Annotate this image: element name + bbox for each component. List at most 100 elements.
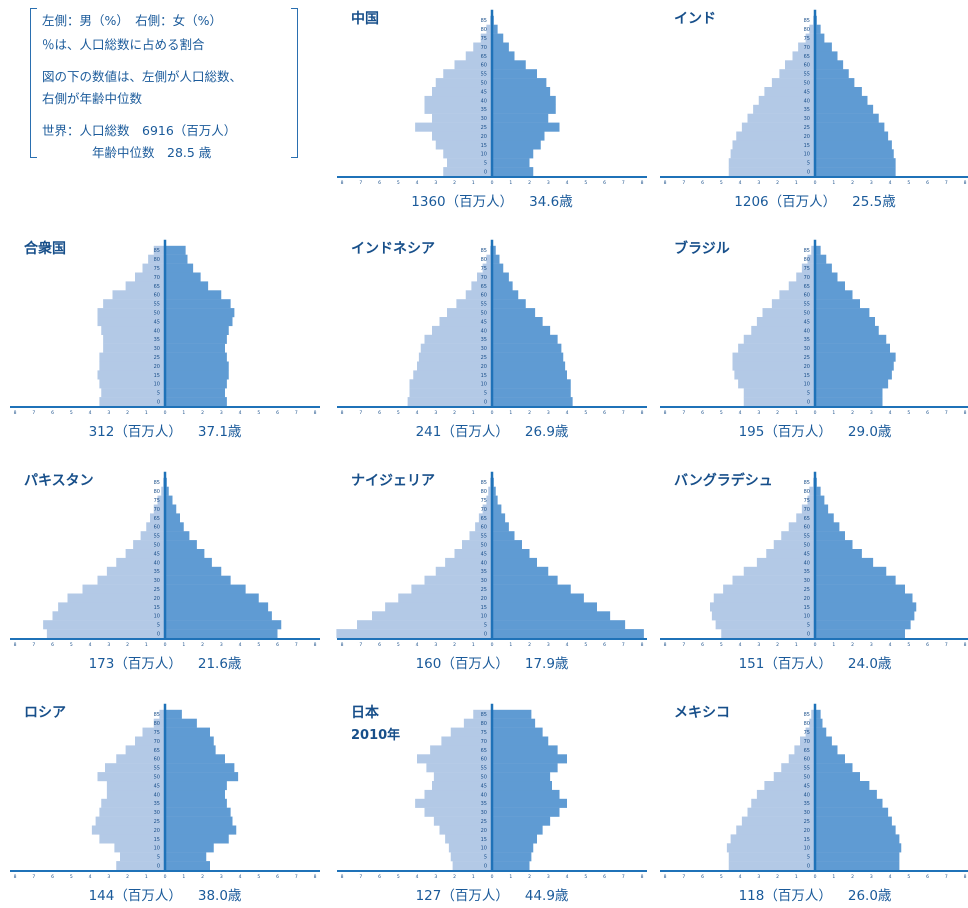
age-label: 80 xyxy=(804,489,810,495)
male-bar xyxy=(758,95,815,105)
female-bar xyxy=(492,122,560,132)
female-bar xyxy=(492,78,547,88)
female-bar xyxy=(492,24,498,34)
age-label: 65 xyxy=(804,54,810,60)
male-bar xyxy=(105,763,165,773)
age-label: 60 xyxy=(481,525,487,531)
age-label: 30 xyxy=(154,346,160,352)
male-bar xyxy=(475,522,492,532)
male-bar xyxy=(779,290,815,300)
x-tick-label: 3 xyxy=(434,874,437,880)
male-bar xyxy=(417,361,492,371)
male-bar xyxy=(67,593,165,603)
female-bar xyxy=(815,87,862,97)
population-total: 173（百万人） xyxy=(88,656,182,672)
age-label: 0 xyxy=(807,400,810,406)
x-tick-label: 3 xyxy=(870,874,873,880)
female-bar xyxy=(165,745,216,755)
male-bar xyxy=(743,397,815,407)
female-bar xyxy=(815,602,917,612)
female-bar xyxy=(492,334,558,344)
age-label: 30 xyxy=(481,578,487,584)
x-tick-label: 4 xyxy=(889,180,892,186)
x-tick-label: 2 xyxy=(528,410,531,416)
male-bar xyxy=(142,727,165,737)
age-label: 15 xyxy=(481,837,487,843)
x-tick-label: 8 xyxy=(14,642,17,648)
male-bar xyxy=(415,122,492,132)
x-tick-label: 8 xyxy=(314,410,317,416)
female-bar xyxy=(815,620,911,630)
male-bar xyxy=(465,51,492,61)
male-bar xyxy=(120,852,165,862)
male-bar xyxy=(407,397,492,407)
population-total: 1360（百万人） xyxy=(411,194,514,210)
female-bar xyxy=(815,42,832,52)
x-tick-label: 5 xyxy=(720,410,723,416)
female-bar xyxy=(815,122,885,132)
age-label: 45 xyxy=(804,783,810,789)
x-tick-label: 8 xyxy=(341,642,344,648)
female-bar xyxy=(165,325,229,335)
male-bar xyxy=(125,549,165,559)
x-tick-label: 0 xyxy=(814,410,817,416)
x-tick-label: 3 xyxy=(107,642,110,648)
age-label: 10 xyxy=(154,614,160,620)
age-label: 40 xyxy=(481,560,487,566)
male-bar xyxy=(103,299,165,309)
male-bar xyxy=(97,308,165,318)
female-bar xyxy=(815,245,821,255)
male-bar xyxy=(732,361,815,371)
male-bar xyxy=(157,495,165,505)
male-bar xyxy=(443,69,492,79)
female-bar xyxy=(492,709,532,719)
pyramid-panel: インドネシア 0 5 10 15 20 25 30 35 40 45 50 55 60 65 70 75 80 85… xyxy=(337,230,647,442)
female-bar xyxy=(492,95,556,105)
female-bar xyxy=(492,33,504,43)
age-label: 40 xyxy=(154,792,160,798)
x-tick-label: 1 xyxy=(795,874,798,880)
x-tick-label: 7 xyxy=(32,874,35,880)
male-bar xyxy=(106,566,165,576)
age-label: 55 xyxy=(154,766,160,772)
x-tick-label: 1 xyxy=(182,874,185,880)
x-tick-label: 5 xyxy=(584,180,587,186)
age-label: 75 xyxy=(154,730,160,736)
female-bar xyxy=(165,317,233,327)
x-tick-label: 7 xyxy=(945,874,948,880)
female-bar xyxy=(165,593,259,603)
age-label: 80 xyxy=(481,721,487,727)
female-bar xyxy=(815,772,860,782)
x-tick-label: 4 xyxy=(566,874,569,880)
x-tick-label: 7 xyxy=(682,874,685,880)
age-label: 25 xyxy=(154,819,160,825)
x-tick-label: 2 xyxy=(453,410,456,416)
male-bar xyxy=(445,834,492,844)
male-bar xyxy=(743,334,815,344)
female-bar xyxy=(492,379,571,389)
age-label: 70 xyxy=(154,275,160,281)
male-bar xyxy=(116,754,165,764)
x-tick-label: 4 xyxy=(566,642,569,648)
age-label: 5 xyxy=(484,855,487,861)
male-bar xyxy=(443,149,492,159)
x-tick-label: 1 xyxy=(145,410,148,416)
panel-title: バングラデシュ xyxy=(674,473,773,489)
female-bar xyxy=(492,104,556,114)
x-tick-label: 1 xyxy=(509,410,512,416)
age-label: 5 xyxy=(807,855,810,861)
legend-bracket-right xyxy=(291,8,298,158)
female-bar xyxy=(492,149,534,159)
female-bar xyxy=(815,522,840,532)
male-bar xyxy=(728,852,815,862)
age-label: 45 xyxy=(154,319,160,325)
male-bar xyxy=(801,504,815,514)
female-bar xyxy=(492,299,526,309)
age-label: 65 xyxy=(154,284,160,290)
male-bar xyxy=(97,317,165,327)
x-tick-label: 6 xyxy=(926,874,929,880)
panel-caption: 127（百万人） 44.9歳 xyxy=(337,884,647,904)
female-bar xyxy=(165,816,233,826)
female-bar xyxy=(815,51,838,61)
